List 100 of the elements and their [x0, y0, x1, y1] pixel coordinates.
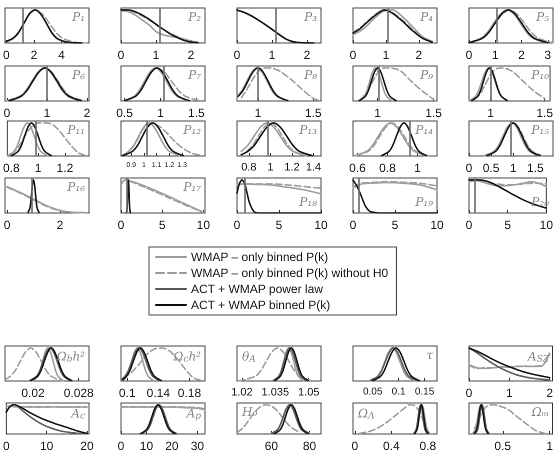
x-tick-label: 1 — [487, 106, 494, 120]
chart-title: Ωₘ — [530, 405, 550, 419]
x-tick-label: 1 — [152, 48, 160, 62]
chart-title: P₇ — [187, 68, 202, 82]
x-tick-label: 1.02 — [231, 386, 253, 398]
x-tick-label: 80 — [302, 439, 317, 452]
x-tick-label: 0.18 — [178, 386, 202, 400]
legend-label: WMAP – only binned P(k) — [191, 250, 328, 264]
x-tick-label: 1 — [510, 161, 517, 175]
x-tick-label: 10 — [196, 218, 210, 232]
x-tick-label: 0 — [4, 106, 11, 120]
x-tick-label: 0.028 — [64, 386, 94, 400]
x-tick-label: 0 — [350, 218, 357, 232]
chart-title: P₆ — [71, 68, 86, 82]
x-tick-label: 1.05 — [298, 386, 320, 398]
x-tick-label: 0.8 — [2, 161, 20, 175]
x-tick-label: 2 — [84, 106, 91, 120]
chart-title: P₄ — [419, 10, 434, 24]
x-tick-label: 1 — [157, 106, 164, 120]
x-tick-label: 5 — [392, 218, 399, 232]
x-tick-label: 2 — [56, 218, 64, 232]
x-tick-label: 1.2 — [56, 161, 74, 175]
x-tick-label: 0.8 — [241, 162, 256, 174]
chart-title: P₁₄ — [414, 123, 434, 137]
chart-title: P₂ — [187, 10, 202, 24]
x-tick-label: 1 — [254, 106, 262, 120]
x-tick-label: 1.5 — [188, 106, 206, 120]
x-tick-label: 1.5 — [425, 106, 442, 120]
x-tick-label: 1 — [34, 161, 42, 175]
x-tick-label: 10 — [540, 218, 554, 232]
x-tick-label: 1.4 — [306, 162, 322, 174]
x-tick-label: 5 — [158, 218, 166, 232]
x-tick-label: 0.1 — [392, 386, 406, 398]
x-tick-label: 0 — [351, 439, 358, 452]
x-tick-label: 0.4 — [383, 439, 400, 452]
text: P₁₈ — [298, 195, 318, 209]
x-tick-label: 0.8 — [379, 161, 396, 175]
x-tick-label: 5 — [504, 218, 512, 232]
x-tick-label: 1 — [506, 386, 513, 400]
chart-title: P₃ — [303, 10, 318, 24]
x-tick-label: 2 — [188, 48, 195, 62]
x-tick-label: 0.5 — [482, 161, 500, 175]
x-tick-label: 2 — [30, 48, 38, 62]
x-tick-label: 60 — [264, 439, 278, 452]
x-tick-label: 5 — [276, 218, 283, 232]
x-tick-label: 0 — [466, 218, 473, 232]
chart-title: P₉ — [419, 68, 434, 82]
chart-title: P₁₆ — [66, 180, 86, 194]
x-tick-label: 1.035 — [262, 386, 290, 398]
x-tick-label: 0 — [118, 48, 125, 62]
x-tick-label: 2 — [304, 48, 311, 62]
x-tick-label: 0 — [234, 218, 241, 232]
x-tick-label: 2 — [546, 386, 554, 400]
x-tick-label: 0 — [3, 48, 10, 62]
x-tick-label: 1 — [414, 161, 422, 175]
x-tick-label: 20 — [80, 439, 94, 452]
legend-label: WMAP – only binned P(k) without H0 — [191, 266, 389, 280]
chart-title: P₁₁ — [66, 123, 86, 137]
x-tick-label: 10 — [314, 218, 328, 232]
x-tick-label: 0.1 — [118, 386, 136, 400]
x-tick-label: 2 — [518, 48, 526, 62]
x-tick-label: 0 — [234, 48, 241, 62]
x-tick-label: 1.5 — [304, 106, 322, 120]
x-tick-label: 0 — [350, 48, 357, 62]
chart-title: P₅ — [535, 10, 550, 24]
x-tick-label: 10 — [40, 439, 54, 452]
chart-title: P₁₀ — [530, 68, 550, 82]
x-tick-label: 2 — [416, 48, 423, 62]
x-tick-label: 0 — [2, 439, 10, 452]
x-tick-label: 1 — [382, 48, 390, 62]
x-tick-label: 0 — [466, 386, 473, 400]
x-tick-label: 0.5 — [116, 106, 134, 120]
x-tick-label: 0.15 — [414, 386, 435, 398]
x-tick-label: 4 — [58, 48, 66, 62]
x-tick-label: 0 — [4, 218, 11, 232]
x-tick-label: 0 — [118, 439, 125, 452]
x-tick-label: 1 — [492, 48, 499, 62]
x-tick-label: 0.05 — [362, 386, 383, 398]
chart-title: P₈ — [303, 68, 318, 82]
x-tick-label: 20 — [165, 439, 179, 452]
x-tick-label: 0.5 — [494, 439, 512, 452]
x-tick-label: 30 — [190, 439, 204, 452]
x-tick-label: 0.6 — [349, 161, 366, 175]
text: P₁₉ — [414, 195, 434, 209]
x-tick-label: 1 — [546, 439, 554, 452]
x-tick-label: 1 — [374, 106, 382, 120]
chart-title: τ — [426, 348, 434, 362]
x-tick-label: 0.8 — [420, 439, 437, 452]
x-tick-label: 0.14 — [146, 386, 170, 400]
chart-title: H₀ — [241, 405, 258, 419]
x-tick-label: 1.2 — [284, 162, 300, 174]
chart-title: P₁₇ — [182, 180, 202, 194]
chart-title: P₁ — [71, 10, 86, 24]
legend-label: ACT + WMAP power law — [191, 282, 324, 296]
x-tick-label: 3 — [544, 48, 552, 62]
x-tick-label: 1.5 — [536, 106, 554, 120]
x-tick-label: 1.5 — [526, 161, 544, 175]
x-tick-label: 1 — [44, 106, 51, 120]
chart-title: P₁₂ — [182, 123, 202, 137]
x-tick-label: 0.02 — [21, 386, 45, 400]
